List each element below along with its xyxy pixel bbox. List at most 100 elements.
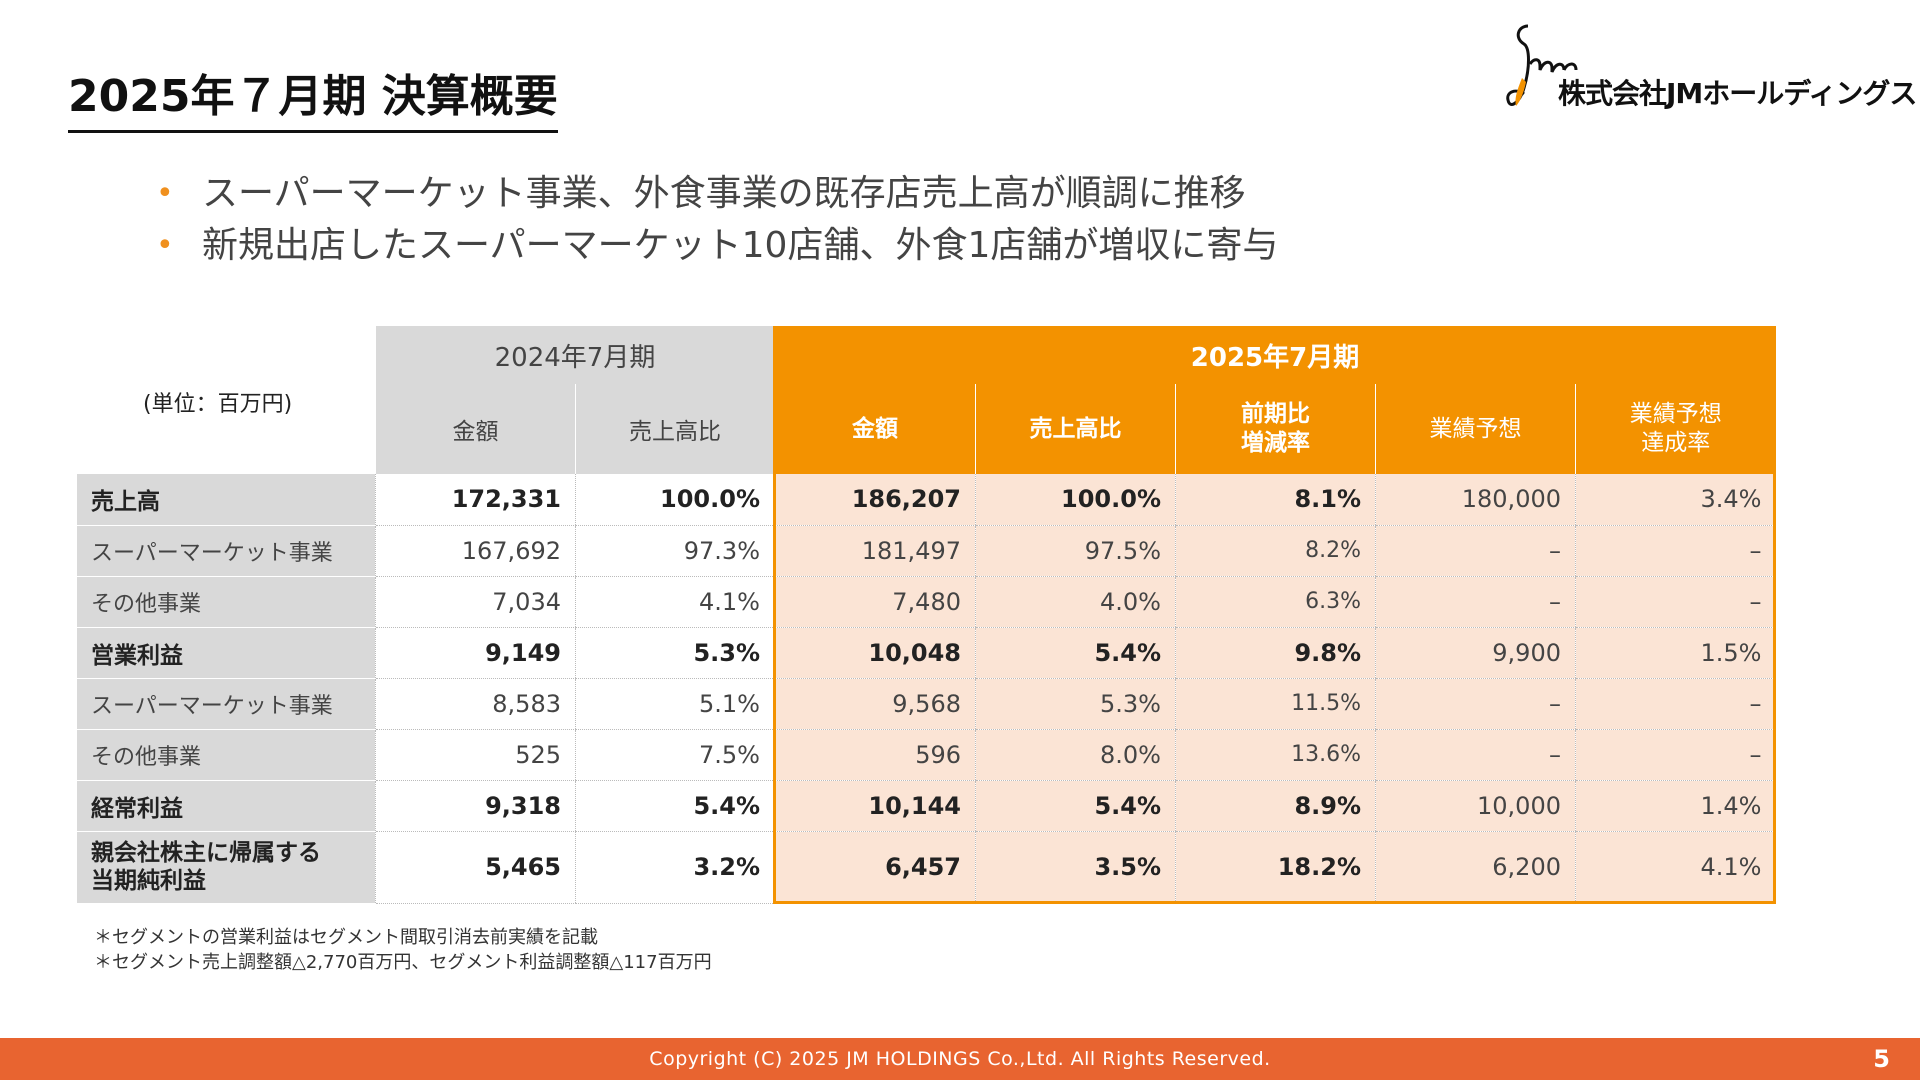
curr-ratio-cell: 3.5% bbox=[975, 831, 1176, 904]
row-label: 経常利益 bbox=[77, 780, 376, 832]
table-row: 経常利益 9,318 5.4% 10,144 5.4% 8.9% 10,000 … bbox=[77, 780, 1776, 832]
achievement-cell: – bbox=[1575, 729, 1776, 781]
forecast-cell: 6,200 bbox=[1375, 831, 1576, 904]
bullet-text: 新規出店したスーパーマーケット10店舗、外食1店舗が増収に寄与 bbox=[202, 225, 1279, 266]
forecast-cell: 9,900 bbox=[1375, 627, 1576, 679]
prev-amount-cell: 5,465 bbox=[375, 831, 576, 904]
curr-ratio-cell: 5.3% bbox=[975, 678, 1176, 730]
col-header-prev-amount: 金額 bbox=[375, 384, 576, 474]
prev-ratio-cell: 7.5% bbox=[575, 729, 775, 781]
table-row: 親会社株主に帰属する 当期純利益 5,465 3.2% 6,457 3.5% 1… bbox=[77, 831, 1776, 904]
achievement-cell: – bbox=[1575, 576, 1776, 628]
row-label: その他事業 bbox=[77, 576, 376, 628]
forecast-cell: – bbox=[1375, 678, 1576, 730]
bullet-item: • 新規出店したスーパーマーケット10店舗、外食1店舗が増収に寄与 bbox=[150, 220, 1278, 272]
company-name: 株式会社JMホールディングス bbox=[1558, 77, 1917, 110]
prev-ratio-cell: 5.3% bbox=[575, 627, 775, 679]
curr-ratio-cell: 5.4% bbox=[975, 780, 1176, 832]
table-row: その他事業 7,034 4.1% 7,480 4.0% 6.3% – – bbox=[77, 576, 1776, 628]
achievement-cell: 3.4% bbox=[1575, 474, 1776, 526]
yoy-cell: 18.2% bbox=[1175, 831, 1376, 904]
prev-amount-cell: 9,149 bbox=[375, 627, 576, 679]
page-number: 5 bbox=[1873, 1045, 1890, 1073]
prev-period-header: 2024年7月期 bbox=[375, 326, 775, 384]
col-header-achievement: 業績予想 達成率 bbox=[1575, 384, 1776, 474]
col-header-yoy-text: 前期比 増減率 bbox=[1241, 401, 1310, 456]
curr-amount-cell: 7,480 bbox=[774, 576, 976, 628]
header-row-periods: 2024年7月期 2025年7月期 bbox=[77, 326, 1776, 474]
footnotes: ＊セグメントの営業利益はセグメント間取引消去前実績を記載 ＊セグメント売上調整額… bbox=[94, 925, 712, 975]
col-header-yoy: 前期比 増減率 bbox=[1175, 384, 1376, 474]
yoy-cell: 13.6% bbox=[1175, 729, 1376, 781]
prev-ratio-cell: 100.0% bbox=[575, 474, 775, 526]
footer-bar: Copyright (C) 2025 JM HOLDINGS Co.,Ltd. … bbox=[0, 1038, 1920, 1080]
unit-label: (単位：百万円) bbox=[143, 392, 293, 417]
achievement-cell: – bbox=[1575, 525, 1776, 577]
bullet-text: スーパーマーケット事業、外食事業の既存店売上高が順調に推移 bbox=[202, 173, 1246, 214]
prev-amount-cell: 172,331 bbox=[375, 474, 576, 526]
row-label: その他事業 bbox=[77, 729, 376, 781]
curr-amount-cell: 10,048 bbox=[774, 627, 976, 679]
prev-amount-cell: 167,692 bbox=[375, 525, 576, 577]
forecast-cell: – bbox=[1375, 525, 1576, 577]
col-header-curr-ratio: 売上高比 bbox=[975, 384, 1176, 474]
curr-amount-cell: 6,457 bbox=[774, 831, 976, 904]
col-header-forecast: 業績予想 bbox=[1375, 384, 1576, 474]
row-label: スーパーマーケット事業 bbox=[77, 678, 376, 730]
curr-ratio-cell: 97.5% bbox=[975, 525, 1176, 577]
page-title: 2025年７月期 決算概要 bbox=[68, 60, 558, 133]
curr-amount-cell: 181,497 bbox=[774, 525, 976, 577]
forecast-cell: – bbox=[1375, 729, 1576, 781]
bullet-item: • スーパーマーケット事業、外食事業の既存店売上高が順調に推移 bbox=[150, 168, 1278, 220]
col-header-achievement-text: 業績予想 達成率 bbox=[1629, 401, 1722, 456]
yoy-cell: 8.2% bbox=[1175, 525, 1376, 577]
prev-amount-cell: 525 bbox=[375, 729, 576, 781]
achievement-cell: 4.1% bbox=[1575, 831, 1776, 904]
prev-ratio-cell: 5.4% bbox=[575, 780, 775, 832]
footnote: ＊セグメント売上調整額△2,770百万円、セグメント利益調整額△117百万円 bbox=[94, 952, 712, 973]
row-label-text: 親会社株主に帰属する 当期純利益 bbox=[91, 840, 321, 894]
jm-logo-icon bbox=[1506, 24, 1578, 106]
bullet-dot-icon: • bbox=[156, 228, 174, 263]
yoy-cell: 11.5% bbox=[1175, 678, 1376, 730]
company-logo: 株式会社JMホールディングス bbox=[1500, 18, 1917, 118]
prev-ratio-cell: 4.1% bbox=[575, 576, 775, 628]
prev-ratio-cell: 3.2% bbox=[575, 831, 775, 904]
achievement-cell: – bbox=[1575, 678, 1776, 730]
col-header-prev-ratio: 売上高比 bbox=[575, 384, 775, 474]
summary-bullets: • スーパーマーケット事業、外食事業の既存店売上高が順調に推移 • 新規出店したスー… bbox=[150, 168, 1278, 272]
table-row: 営業利益 9,149 5.3% 10,048 5.4% 9.8% 9,900 1… bbox=[77, 627, 1776, 679]
table-row: スーパーマーケット事業 8,583 5.1% 9,568 5.3% 11.5% … bbox=[77, 678, 1776, 730]
row-label: 営業利益 bbox=[77, 627, 376, 679]
achievement-cell: 1.4% bbox=[1575, 780, 1776, 832]
curr-amount-cell: 9,568 bbox=[774, 678, 976, 730]
forecast-cell: 180,000 bbox=[1375, 474, 1576, 526]
row-label: 親会社株主に帰属する 当期純利益 bbox=[77, 831, 376, 904]
prev-ratio-cell: 5.1% bbox=[575, 678, 775, 730]
curr-ratio-cell: 5.4% bbox=[975, 627, 1176, 679]
prev-amount-cell: 9,318 bbox=[375, 780, 576, 832]
unit-cell bbox=[77, 326, 376, 474]
curr-amount-cell: 186,207 bbox=[774, 474, 976, 526]
curr-ratio-cell: 4.0% bbox=[975, 576, 1176, 628]
curr-amount-cell: 596 bbox=[774, 729, 976, 781]
col-header-curr-amount: 金額 bbox=[774, 384, 976, 474]
curr-amount-cell: 10,144 bbox=[774, 780, 976, 832]
yoy-cell: 8.9% bbox=[1175, 780, 1376, 832]
header-row-columns: 金額 売上高比 金額 売上高比 前期比 増減率 業績予想 業績予想 達成率 bbox=[77, 384, 1776, 474]
table-row: 売上高 172,331 100.0% 186,207 100.0% 8.1% 1… bbox=[77, 474, 1776, 526]
yoy-cell: 8.1% bbox=[1175, 474, 1376, 526]
curr-ratio-cell: 8.0% bbox=[975, 729, 1176, 781]
bullet-dot-icon: • bbox=[156, 176, 174, 211]
curr-ratio-cell: 100.0% bbox=[975, 474, 1176, 526]
row-label: スーパーマーケット事業 bbox=[77, 525, 376, 577]
copyright-text: Copyright (C) 2025 JM HOLDINGS Co.,Ltd. … bbox=[649, 1048, 1271, 1070]
forecast-cell: 10,000 bbox=[1375, 780, 1576, 832]
curr-period-header: 2025年7月期 bbox=[774, 326, 1776, 384]
prev-amount-cell: 8,583 bbox=[375, 678, 576, 730]
table-row: スーパーマーケット事業 167,692 97.3% 181,497 97.5% … bbox=[77, 525, 1776, 577]
row-label: 売上高 bbox=[77, 474, 376, 526]
forecast-cell: – bbox=[1375, 576, 1576, 628]
yoy-cell: 9.8% bbox=[1175, 627, 1376, 679]
prev-ratio-cell: 97.3% bbox=[575, 525, 775, 577]
